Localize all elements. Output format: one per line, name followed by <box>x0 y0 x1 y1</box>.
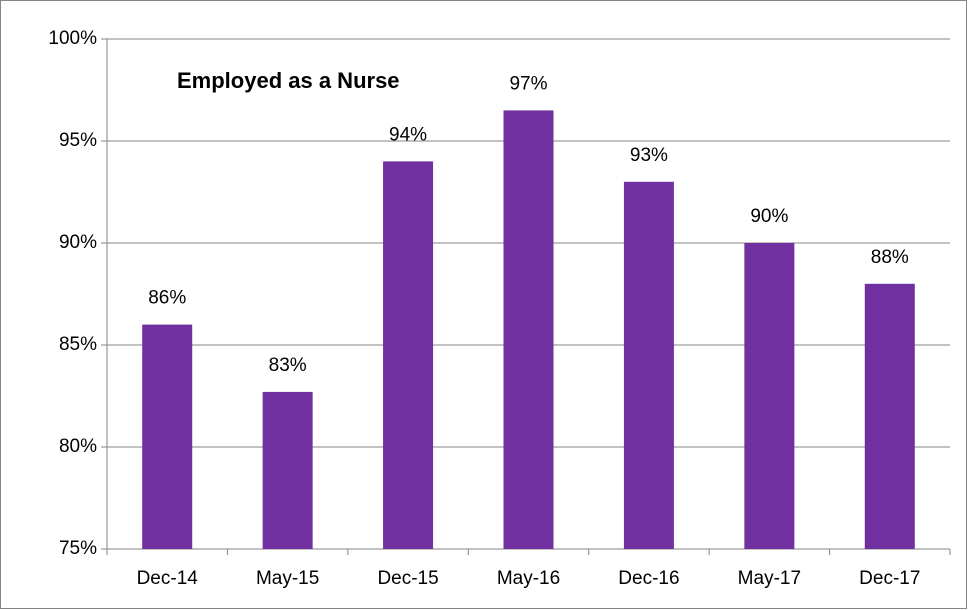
bar <box>864 283 915 549</box>
y-tick-label: 80% <box>59 436 97 457</box>
x-tick-label: Dec-16 <box>618 568 679 589</box>
data-label: 97% <box>509 73 547 94</box>
bar <box>623 181 674 550</box>
data-label: 94% <box>389 124 427 145</box>
y-tick-label: 90% <box>59 232 97 253</box>
chart-title: Employed as a Nurse <box>177 68 400 93</box>
data-label: 86% <box>148 288 186 309</box>
x-tick-label: Dec-14 <box>137 568 199 589</box>
y-tick-label: 75% <box>59 538 97 559</box>
x-tick-label: May-17 <box>738 568 801 589</box>
data-label: 88% <box>871 247 909 268</box>
x-tick-label: May-15 <box>256 568 319 589</box>
y-tick-label: 85% <box>59 334 97 355</box>
data-label: 90% <box>750 206 788 227</box>
data-label: 83% <box>269 355 307 376</box>
bar <box>383 161 434 549</box>
bar <box>503 110 554 550</box>
bar <box>142 324 193 549</box>
x-tick-label: May-16 <box>497 568 560 589</box>
x-tick-label: Dec-15 <box>377 568 438 589</box>
bar <box>744 243 795 549</box>
x-tick-label: Dec-17 <box>859 568 920 589</box>
y-tick-label: 100% <box>48 28 97 49</box>
data-label: 93% <box>630 145 668 166</box>
y-tick-label: 95% <box>59 130 97 151</box>
bar <box>262 391 313 549</box>
